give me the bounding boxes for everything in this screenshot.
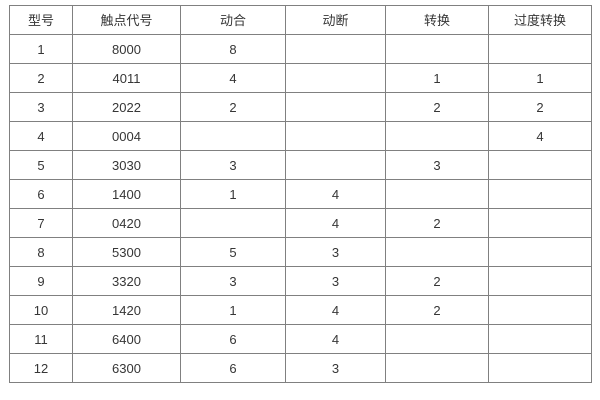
table-cell — [385, 324, 489, 354]
table-cell — [285, 63, 386, 93]
table-cell: 6 — [9, 179, 73, 209]
table-cell: 5 — [9, 150, 73, 180]
table-cell: 2 — [488, 92, 592, 122]
table-cell: 0004 — [72, 121, 181, 151]
table-cell: 12 — [9, 353, 73, 383]
table-cell — [385, 353, 489, 383]
table-cell: 4 — [285, 324, 386, 354]
col-header-changeover: 转换 — [385, 5, 489, 35]
table-cell: 6300 — [72, 353, 181, 383]
table-cell: 1 — [9, 34, 73, 64]
table-cell — [488, 208, 592, 238]
table-cell: 1400 — [72, 179, 181, 209]
table-cell: 2 — [385, 266, 489, 296]
table-cell — [285, 150, 386, 180]
table-cell — [488, 353, 592, 383]
table-row: 8 5300 5 3 — [9, 237, 592, 267]
table-cell: 2022 — [72, 92, 181, 122]
table-cell: 3 — [285, 353, 386, 383]
table-cell: 2 — [9, 63, 73, 93]
table-cell — [488, 237, 592, 267]
table-cell — [488, 179, 592, 209]
header-row: 型号 触点代号 动合 动断 转换 过度转换 — [9, 5, 592, 35]
table-cell: 3 — [385, 150, 489, 180]
col-header-transition-changeover: 过度转换 — [488, 5, 592, 35]
table-cell: 1 — [488, 63, 592, 93]
table-cell: 1 — [385, 63, 489, 93]
table-cell — [385, 34, 489, 64]
table-cell: 3 — [285, 266, 386, 296]
table-body: 1 8000 8 2 4011 4 1 1 3 2022 2 2 2 4 0004 4 5 3030 3 3 6 1400… — [9, 34, 592, 383]
table-row: 5 3030 3 3 — [9, 150, 592, 180]
table-cell: 3 — [180, 266, 286, 296]
table-row: 12 6300 6 3 — [9, 353, 592, 383]
table-cell: 2 — [385, 92, 489, 122]
table-cell: 2 — [180, 92, 286, 122]
table-row: 4 0004 4 — [9, 121, 592, 151]
table-cell: 8 — [180, 34, 286, 64]
table-cell: 4 — [9, 121, 73, 151]
table-cell: 11 — [9, 324, 73, 354]
table-cell: 1 — [180, 295, 286, 325]
table-cell: 3030 — [72, 150, 181, 180]
table-row: 10 1420 1 4 2 — [9, 295, 592, 325]
table-cell: 7 — [9, 208, 73, 238]
table-cell: 1 — [180, 179, 286, 209]
table-cell: 2 — [385, 208, 489, 238]
table-cell: 6 — [180, 324, 286, 354]
table-cell: 4011 — [72, 63, 181, 93]
table-cell: 3 — [180, 150, 286, 180]
table-cell: 8000 — [72, 34, 181, 64]
table-cell: 10 — [9, 295, 73, 325]
table-cell: 6400 — [72, 324, 181, 354]
table-cell: 3 — [285, 237, 386, 267]
table-cell — [488, 34, 592, 64]
table-cell — [385, 179, 489, 209]
table-cell — [488, 295, 592, 325]
table-cell: 4 — [285, 208, 386, 238]
table-cell: 4 — [285, 179, 386, 209]
contact-spec-table: 型号 触点代号 动合 动断 转换 过度转换 1 8000 8 2 4011 4 1 1 3 202… — [9, 5, 592, 383]
table-cell: 8 — [9, 237, 73, 267]
table-cell: 4 — [488, 121, 592, 151]
col-header-contact-code: 触点代号 — [72, 5, 181, 35]
table-cell — [488, 150, 592, 180]
table-row: 3 2022 2 2 2 — [9, 92, 592, 122]
table-row: 9 3320 3 3 2 — [9, 266, 592, 296]
table-cell: 5 — [180, 237, 286, 267]
table-cell: 3320 — [72, 266, 181, 296]
col-header-normally-closed: 动断 — [285, 5, 386, 35]
table-cell: 3 — [9, 92, 73, 122]
table-row: 11 6400 6 4 — [9, 324, 592, 354]
table-cell: 2 — [385, 295, 489, 325]
table-cell: 4 — [180, 63, 286, 93]
table-cell — [488, 324, 592, 354]
table-cell: 1420 — [72, 295, 181, 325]
col-header-normally-open: 动合 — [180, 5, 286, 35]
table-row: 2 4011 4 1 1 — [9, 63, 592, 93]
table-row: 6 1400 1 4 — [9, 179, 592, 209]
table-cell — [385, 237, 489, 267]
table-cell — [488, 266, 592, 296]
table-cell — [385, 121, 489, 151]
table-cell: 6 — [180, 353, 286, 383]
table-cell: 0420 — [72, 208, 181, 238]
table-cell — [285, 34, 386, 64]
table-cell: 9 — [9, 266, 73, 296]
table-cell: 4 — [285, 295, 386, 325]
table-cell — [180, 208, 286, 238]
table-cell — [285, 92, 386, 122]
table-cell: 5300 — [72, 237, 181, 267]
col-header-model: 型号 — [9, 5, 73, 35]
table-row: 7 0420 4 2 — [9, 208, 592, 238]
table-cell — [180, 121, 286, 151]
table-row: 1 8000 8 — [9, 34, 592, 64]
table-cell — [285, 121, 386, 151]
